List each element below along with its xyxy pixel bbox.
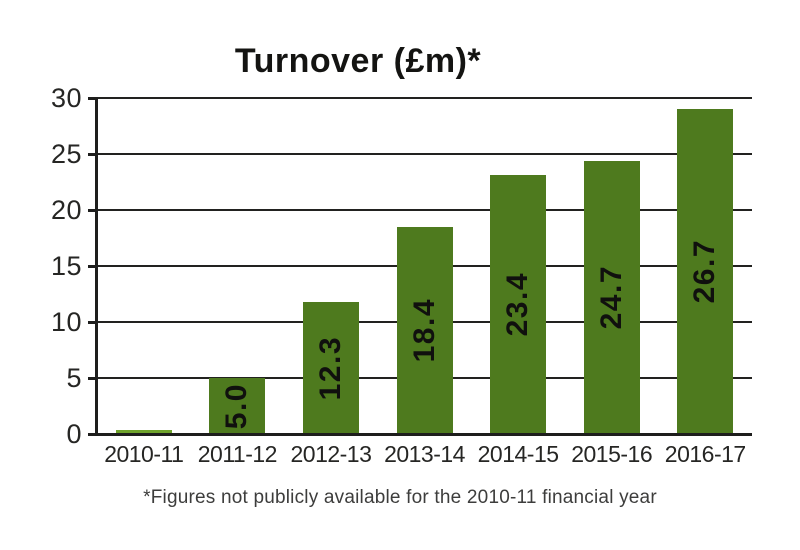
x-axis-label-2015-16: 2015-16: [571, 441, 653, 467]
gridline-20: [97, 209, 752, 211]
chart-footnote: *Figures not publicly available for the …: [143, 487, 657, 508]
bar-value-label-2014-15: 23.4: [501, 272, 535, 337]
x-axis-baseline: [95, 433, 752, 436]
bar-2012-13: 12.3: [302, 301, 359, 434]
gridline-25: [97, 153, 752, 155]
y-axis-label-15: 15: [50, 251, 82, 281]
bars-layer: 5.0 12.3 18.4 23.4 24.7 26.7: [97, 98, 752, 434]
y-tick-5: [88, 376, 97, 380]
y-tick-15: [88, 264, 97, 268]
x-axis-labels: 2010-11 2011-12 2012-13 2013-14 2014-15 2015-…: [97, 441, 752, 468]
bar-slot-2014-15: 23.4: [471, 98, 565, 434]
bar-slot-2013-14: 18.4: [378, 98, 472, 434]
plot-area: 5.0 12.3 18.4 23.4 24.7 26.7: [97, 97, 752, 434]
bar-2013-14: 18.4: [396, 226, 453, 434]
y-tick-20: [88, 208, 97, 212]
y-axis-label-0: 0: [66, 419, 82, 449]
bar-value-label-2015-16: 24.7: [594, 265, 628, 330]
bar-slot-2012-13: 12.3: [284, 98, 378, 434]
bar-2015-16: 24.7: [583, 160, 640, 434]
x-axis-label-2014-15: 2014-15: [477, 441, 559, 467]
y-axis-label-30: 30: [50, 83, 82, 113]
y-tick-10: [88, 320, 97, 324]
y-axis-label-5: 5: [66, 363, 82, 393]
bar-slot-2010-11: [97, 98, 191, 434]
bar-value-label-2011-12: 5.0: [220, 382, 254, 430]
x-axis-label-2016-17: 2016-17: [664, 441, 746, 467]
x-axis-label-2010-11: 2010-11: [104, 441, 184, 467]
y-axis-label-10: 10: [50, 307, 82, 337]
y-tick-0: [88, 432, 97, 436]
bar-value-label-2016-17: 26.7: [688, 239, 722, 304]
chart-title: Turnover (£m)*: [234, 42, 482, 80]
y-axis-label-20: 20: [50, 195, 82, 225]
bar-2016-17: 26.7: [677, 109, 734, 434]
y-tick-30: [88, 96, 97, 100]
bar-value-label-2013-14: 18.4: [407, 298, 441, 363]
bar-2014-15: 23.4: [490, 175, 547, 434]
bar-slot-2015-16: 24.7: [565, 98, 659, 434]
gridline-30: [97, 97, 752, 99]
x-axis-label-2013-14: 2013-14: [384, 441, 465, 467]
y-axis-label-25: 25: [50, 139, 82, 169]
bar-value-label-2012-13: 12.3: [313, 335, 347, 401]
bar-2011-12: 5.0: [209, 378, 266, 434]
bar-slot-2016-17: 26.7: [658, 98, 752, 434]
bar-2010-11: [115, 429, 172, 434]
y-tick-25: [88, 152, 97, 156]
x-axis-label-2012-13: 2012-13: [290, 441, 372, 467]
bar-slot-2011-12: 5.0: [191, 98, 285, 434]
x-axis-label-2011-12: 2011-12: [197, 441, 278, 467]
